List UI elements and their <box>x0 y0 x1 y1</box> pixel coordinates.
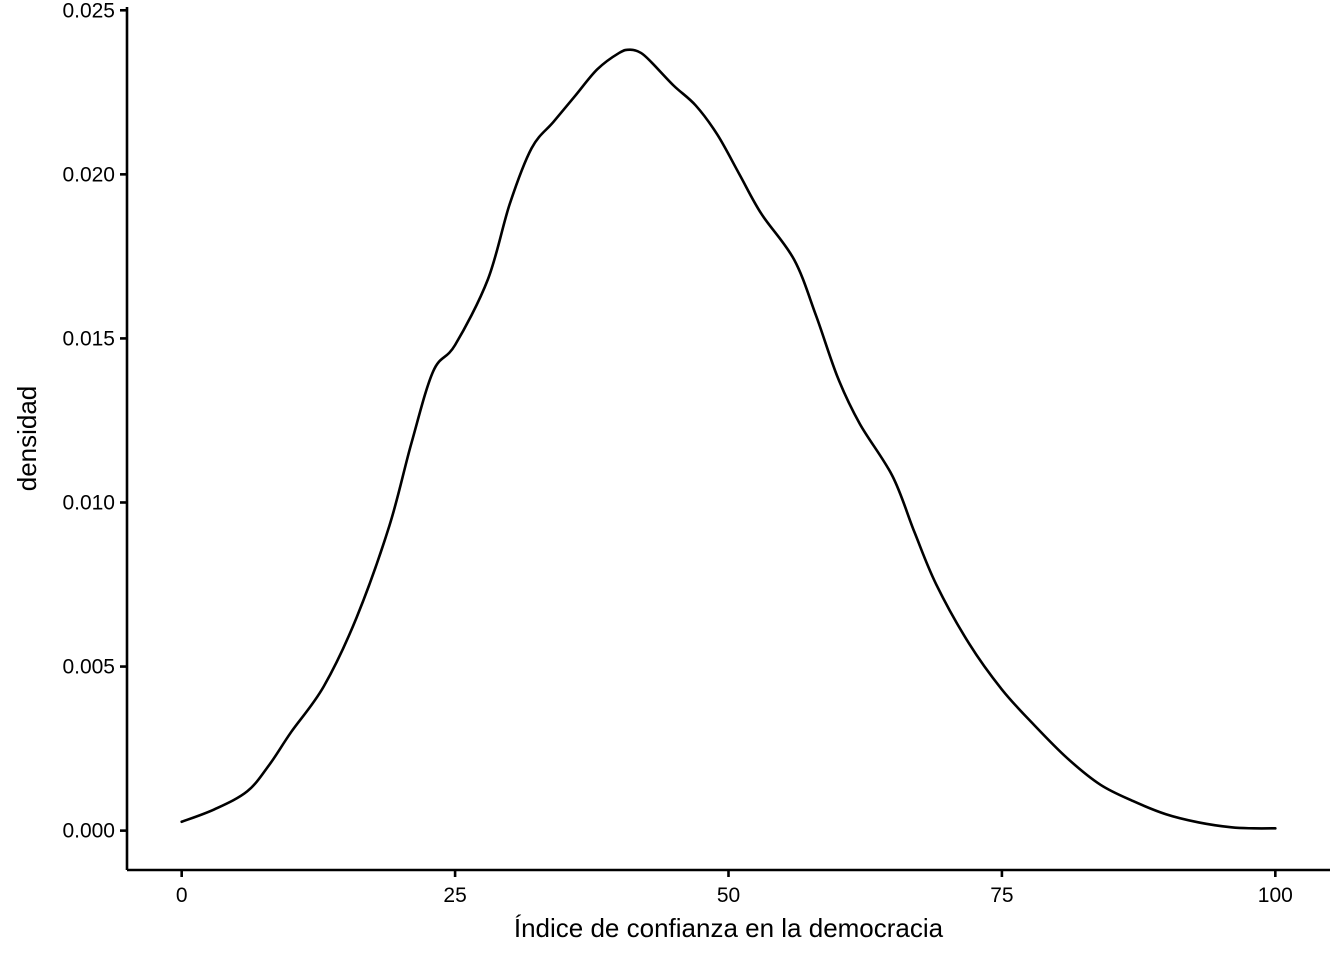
x-tick-label: 75 <box>990 884 1013 907</box>
y-tick-label: 0.020 <box>62 163 115 186</box>
x-tick-label: 50 <box>717 884 740 907</box>
x-axis-title: Índice de confianza en la democracia <box>514 913 944 943</box>
y-axis-title: densidad <box>12 386 42 492</box>
x-tick-label: 100 <box>1258 884 1293 907</box>
density-curve <box>180 48 1277 830</box>
y-tick-label: 0.010 <box>62 491 115 514</box>
x-tick-label: 25 <box>443 884 466 907</box>
x-tick-label: 0 <box>176 884 188 907</box>
y-tick-label: 0.025 <box>62 0 115 22</box>
x-axis-ticks: 0 25 50 75 100 <box>176 870 1293 907</box>
y-tick-label: 0.000 <box>62 820 115 843</box>
y-tick-label: 0.005 <box>62 656 115 679</box>
y-axis-ticks: 0.000 0.005 0.010 0.015 0.020 0.025 <box>62 0 127 843</box>
y-tick-label: 0.015 <box>62 327 115 350</box>
